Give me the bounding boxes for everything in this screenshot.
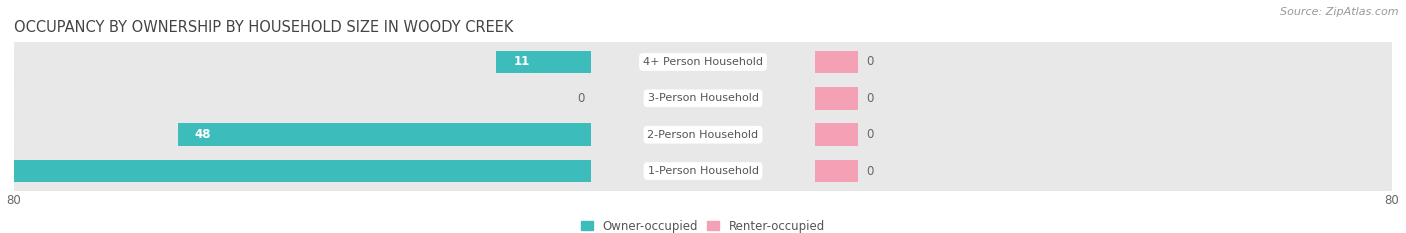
Text: OCCUPANCY BY OWNERSHIP BY HOUSEHOLD SIZE IN WOODY CREEK: OCCUPANCY BY OWNERSHIP BY HOUSEHOLD SIZE…: [14, 20, 513, 35]
Bar: [0, 160, 591, 182]
Text: 4+ Person Household: 4+ Person Household: [643, 57, 763, 67]
Bar: [815, 160, 858, 182]
Text: 0: 0: [576, 92, 583, 105]
Text: 3-Person Household: 3-Person Household: [648, 93, 758, 103]
Bar: [815, 51, 858, 73]
Text: Source: ZipAtlas.com: Source: ZipAtlas.com: [1281, 7, 1399, 17]
Text: 11: 11: [513, 55, 530, 69]
Text: 2-Person Household: 2-Person Household: [647, 130, 759, 140]
FancyBboxPatch shape: [14, 137, 1392, 205]
Text: 0: 0: [866, 164, 875, 178]
Bar: [815, 87, 858, 110]
Text: 0: 0: [866, 128, 875, 141]
Text: 1-Person Household: 1-Person Household: [648, 166, 758, 176]
Bar: [496, 51, 591, 73]
Text: 0: 0: [866, 92, 875, 105]
Bar: [177, 123, 591, 146]
Bar: [815, 123, 858, 146]
Text: 48: 48: [195, 128, 211, 141]
Text: 0: 0: [866, 55, 875, 69]
Text: 72: 72: [0, 164, 4, 178]
FancyBboxPatch shape: [14, 64, 1392, 133]
FancyBboxPatch shape: [14, 100, 1392, 169]
Legend: Owner-occupied, Renter-occupied: Owner-occupied, Renter-occupied: [576, 215, 830, 233]
FancyBboxPatch shape: [14, 28, 1392, 96]
